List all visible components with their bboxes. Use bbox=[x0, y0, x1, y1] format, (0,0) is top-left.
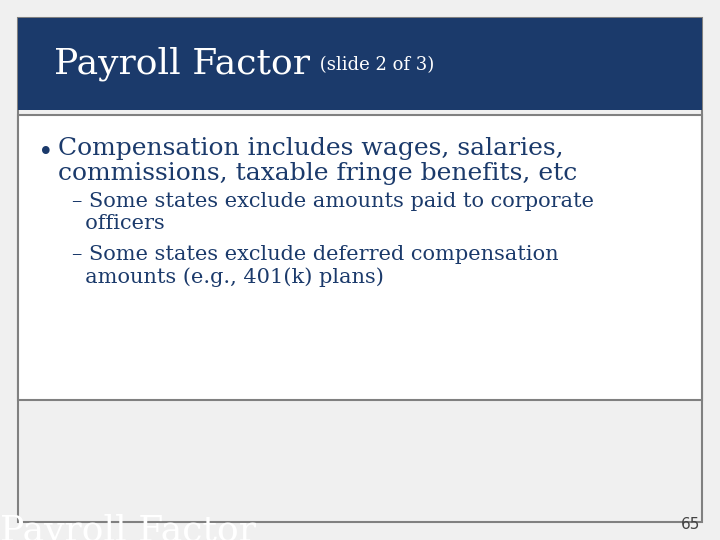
Text: Compensation includes wages, salaries,: Compensation includes wages, salaries, bbox=[58, 137, 564, 160]
Text: Payroll Factor: Payroll Factor bbox=[0, 513, 256, 540]
Text: (slide 2 of 3): (slide 2 of 3) bbox=[314, 56, 434, 74]
Text: •: • bbox=[38, 140, 53, 165]
Text: Payroll Factor: Payroll Factor bbox=[54, 47, 310, 81]
Text: commissions, taxable fringe benefits, etc: commissions, taxable fringe benefits, et… bbox=[58, 162, 577, 185]
FancyBboxPatch shape bbox=[18, 18, 702, 110]
FancyBboxPatch shape bbox=[18, 18, 702, 522]
Text: – Some states exclude amounts paid to corporate: – Some states exclude amounts paid to co… bbox=[72, 192, 594, 211]
Text: 65: 65 bbox=[680, 517, 700, 532]
Text: amounts (e.g., 401(k) plans): amounts (e.g., 401(k) plans) bbox=[72, 267, 384, 287]
Text: – Some states exclude deferred compensation: – Some states exclude deferred compensat… bbox=[72, 245, 559, 264]
FancyBboxPatch shape bbox=[18, 115, 702, 400]
Text: officers: officers bbox=[72, 214, 165, 233]
